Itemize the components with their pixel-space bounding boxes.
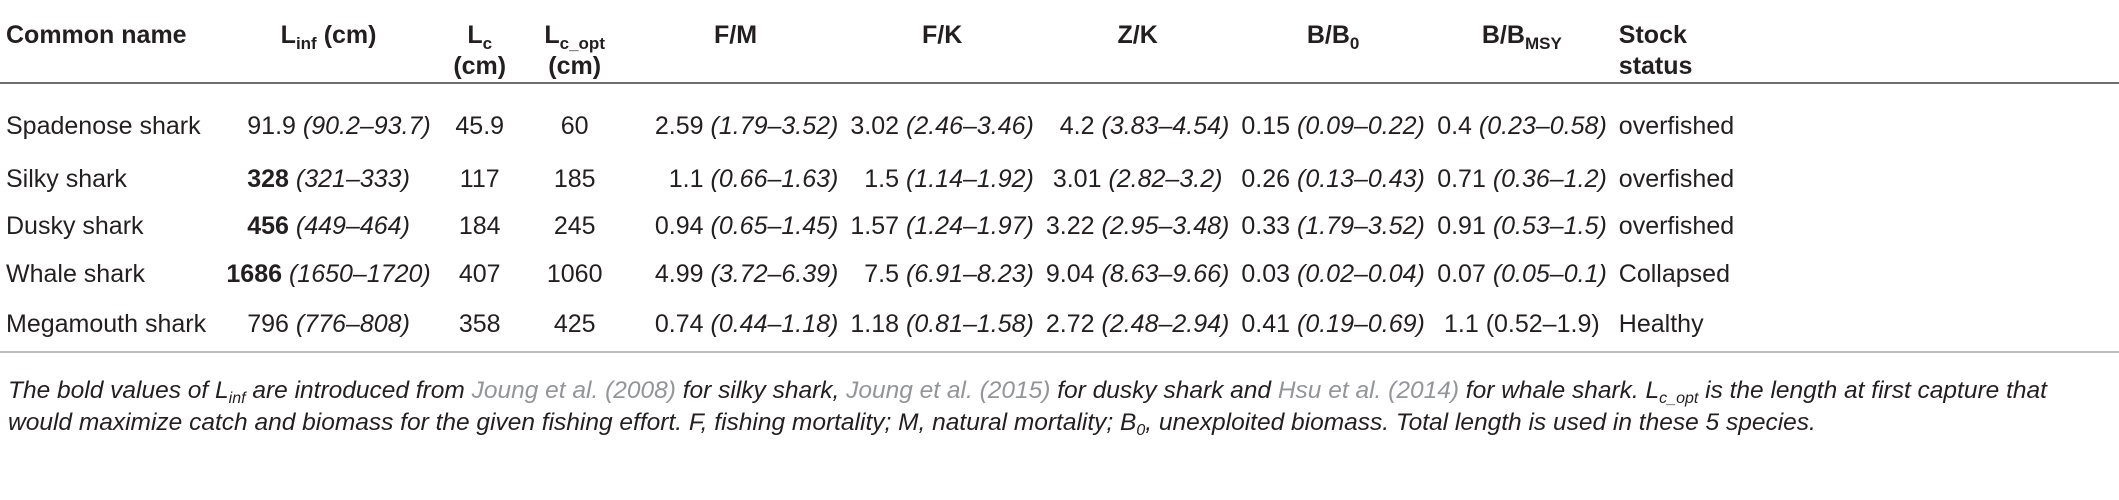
cell-lc-opt: 245 (553, 212, 596, 241)
col-f-k: F/K (844, 0, 1040, 84)
cell-f-m: 1.1 (0.66–1.63) (668, 164, 839, 193)
cell-stock-status: Collapsed (1618, 259, 1730, 288)
col-lc: Lc (cm) (436, 0, 523, 84)
cell-b-bmsy: 1.1 (0.52–1.9) (1430, 297, 1613, 353)
table-row: Whale shark 1686 (1650–1720) 407 1060 4.… (0, 250, 2119, 298)
cell-stock-status: overfished (1618, 164, 1735, 193)
cell-b-bmsy: 0.4 (0.23–0.58) (1437, 111, 1607, 140)
col-b-b0: B/B0 (1235, 0, 1431, 84)
col-b-bmsy: B/BMSY (1430, 0, 1613, 84)
cell-b-bmsy: 0.71 (0.36–1.2) (1437, 164, 1607, 193)
cell-name: Dusky shark (6, 212, 144, 241)
cell-f-k: 1.18 (0.81–1.58) (844, 297, 1040, 353)
cell-z-k: 3.01 (2.82–3.2) (1052, 164, 1223, 193)
cell-lc-opt: 425 (522, 297, 627, 353)
cell-name: Spadenose shark (6, 111, 201, 140)
table-row: Megamouth shark 796 (776–808) 358 425 0.… (0, 297, 2119, 353)
cell-name: Whale shark (6, 259, 145, 288)
cell-b-b0: 0.15 (0.09–0.22) (1241, 111, 1425, 140)
cell-linf: 1686 (1650–1720) (226, 259, 431, 288)
cell-linf: 796 (776–808) (220, 297, 437, 353)
cell-lc: 117 (459, 164, 500, 193)
cell-lc: 358 (436, 297, 523, 353)
cell-linf: 328 (321–333) (247, 164, 410, 193)
cell-z-k: 3.22 (2.95–3.48) (1045, 212, 1230, 241)
cell-name: Megamouth shark (0, 297, 221, 353)
col-common-name: Common name (0, 0, 221, 84)
cell-name: Silky shark (6, 164, 127, 193)
reference-link[interactable]: Joung et al. (2015) (846, 377, 1051, 404)
table-row: Silky shark 328 (321–333) 117 185 1.1 (0… (0, 155, 2119, 203)
col-z-k: Z/K (1039, 0, 1236, 84)
cell-linf: 91.9 (90.2–93.7) (247, 111, 431, 140)
cell-b-b0: 0.33 (1.79–3.52) (1241, 212, 1425, 241)
cell-b-b0: 0.41 (0.19–0.69) (1235, 297, 1431, 353)
cell-b-b0: 0.03 (0.02–0.04) (1241, 259, 1425, 288)
cell-lc: 184 (458, 212, 501, 241)
cell-z-k: 4.2 (3.83–4.54) (1059, 111, 1230, 140)
cell-f-m: 4.99 (3.72–6.39) (654, 259, 839, 288)
cell-f-m: 0.74 (0.44–1.18) (626, 297, 845, 353)
cell-f-k: 1.57 (1.24–1.97) (850, 212, 1034, 241)
cell-f-k: 7.5 (6.91–8.23) (864, 259, 1034, 288)
col-f-m: F/M (626, 0, 845, 84)
stock-status-table: Common name Linf (cm) Lc (cm) Lc_opt (cm) … (0, 0, 2119, 353)
cell-lc: 407 (458, 259, 501, 288)
table-header: Common name Linf (cm) Lc (cm) Lc_opt (cm) … (0, 0, 2119, 84)
col-linf: Linf (cm) (220, 0, 437, 84)
col-stock-status: Stock status (1612, 0, 2119, 84)
reference-link[interactable]: Hsu et al. (2014) (1277, 377, 1459, 404)
cell-f-m: 0.94 (0.65–1.45) (654, 212, 839, 241)
table-body: Spadenose shark 91.9 (90.2–93.7) 45.9 60… (0, 83, 2119, 353)
cell-z-k: 2.72 (2.48–2.94) (1039, 297, 1236, 353)
table-row: Spadenose shark 91.9 (90.2–93.7) 45.9 60… (0, 83, 2119, 155)
table-row: Dusky shark 456 (449–464) 184 245 0.94 (… (0, 203, 2119, 251)
cell-lc-opt: 1060 (546, 259, 603, 288)
cell-lc-opt: 185 (553, 164, 596, 193)
cell-linf: 456 (449–464) (247, 212, 410, 241)
cell-b-bmsy: 0.07 (0.05–0.1) (1437, 259, 1607, 288)
cell-f-m: 2.59 (1.79–3.52) (654, 111, 839, 140)
cell-f-k: 3.02 (2.46–3.46) (850, 111, 1034, 140)
cell-b-bmsy: 0.91 (0.53–1.5) (1437, 212, 1607, 241)
cell-f-k: 1.5 (1.14–1.92) (864, 164, 1034, 193)
cell-lc-opt: 60 (560, 111, 589, 140)
cell-stock-status: overfished (1618, 111, 1735, 140)
cell-stock-status: overfished (1618, 212, 1735, 241)
cell-b-b0: 0.26 (0.13–0.43) (1241, 164, 1425, 193)
reference-link[interactable]: Joung et al. (2008) (471, 377, 676, 404)
cell-z-k: 9.04 (8.63–9.66) (1045, 259, 1230, 288)
cell-stock-status: Healthy (1612, 297, 2119, 353)
col-lc-opt: Lc_opt (cm) (522, 0, 627, 84)
cell-lc: 45.9 (455, 111, 505, 140)
table-footnote: The bold values of Linf are introduced f… (8, 377, 2047, 439)
